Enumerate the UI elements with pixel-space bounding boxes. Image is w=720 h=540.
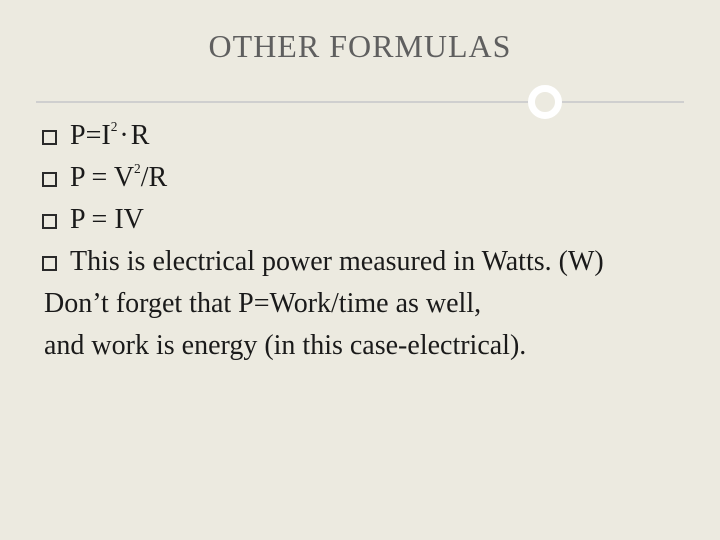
slide-title: OTHER FORMULAS — [36, 28, 684, 65]
square-bullet-icon — [42, 256, 57, 271]
formula-superscript: 2 — [134, 161, 141, 176]
square-bullet-icon — [42, 214, 57, 229]
formula-lhs: P=I — [70, 120, 111, 151]
body-line: Don’t forget that P=Work/time as well, — [42, 283, 684, 325]
square-bullet-icon — [42, 130, 57, 145]
formula-rhs: /R — [141, 162, 167, 193]
ring-icon — [528, 85, 562, 119]
bullet-item: This is electrical power measured in Wat… — [42, 241, 684, 283]
body-line: and work is energy (in this case-electri… — [42, 325, 684, 367]
formula-rhs: R — [131, 120, 150, 151]
formula-lhs: P = V — [70, 162, 134, 193]
bullet-item: P = V2/R — [42, 157, 684, 199]
slide-body: P=I2·R P = V2/R P = IV This is electrica… — [36, 115, 684, 367]
bullet-item: P=I2·R — [42, 115, 684, 157]
divider-line — [36, 101, 684, 103]
slide: OTHER FORMULAS P=I2·R P = V2/R P = IV Th… — [0, 0, 720, 540]
bullet-item: P = IV — [42, 199, 684, 241]
square-bullet-icon — [42, 172, 57, 187]
formula-superscript: 2 — [111, 119, 118, 134]
formula-dot: · — [117, 120, 130, 151]
formula-text: P = IV — [70, 204, 144, 235]
bullet-text: This is electrical power measured in Wat… — [70, 246, 604, 277]
